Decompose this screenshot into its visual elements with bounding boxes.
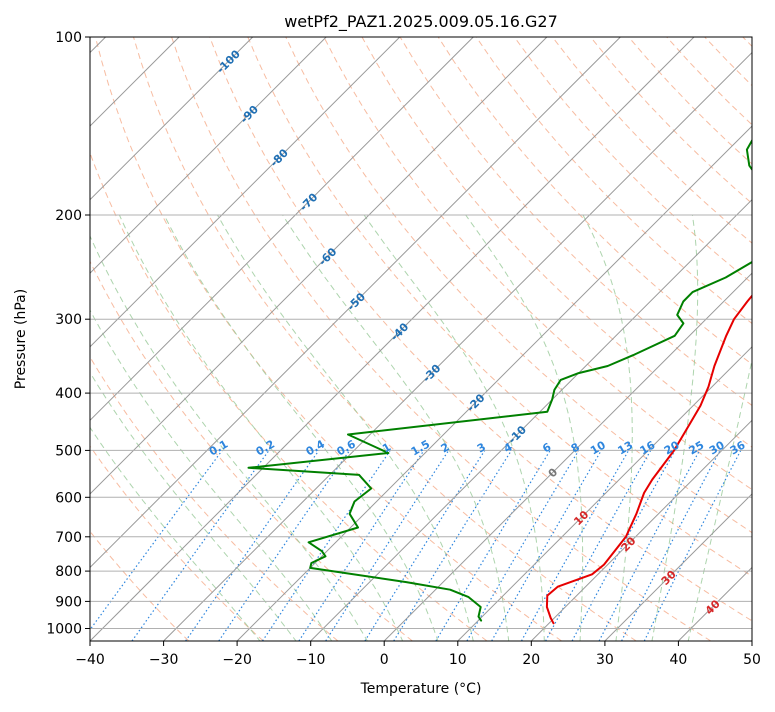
x-tick-label: 30: [596, 652, 614, 668]
y-tick-label: 500: [55, 443, 82, 459]
x-tick-label: 10: [449, 652, 467, 668]
x-axis-label: Temperature (°C): [360, 681, 482, 697]
x-tick-label: 50: [743, 652, 761, 668]
chart-title: wetPf2_PAZ1.2025.009.05.16.G27: [284, 12, 558, 32]
y-tick-label: 100: [55, 30, 82, 46]
x-tick-label: 20: [522, 652, 540, 668]
y-tick-label: 800: [55, 564, 82, 580]
x-tick-label: 0: [380, 652, 389, 668]
y-tick-label: 400: [55, 386, 82, 402]
y-tick-label: 700: [55, 530, 82, 546]
x-tick-label: 40: [669, 652, 687, 668]
y-axis-label: Pressure (hPa): [13, 289, 29, 389]
x-tick-label: −40: [75, 652, 105, 668]
y-tick-label: 600: [55, 490, 82, 506]
y-tick-label: 900: [55, 594, 82, 610]
x-tick-label: −30: [149, 652, 179, 668]
x-tick-label: −10: [296, 652, 326, 668]
x-tick-label: −20: [222, 652, 252, 668]
y-tick-label: 200: [55, 208, 82, 224]
y-tick-label: 300: [55, 312, 82, 328]
y-tick-label: 1000: [46, 622, 82, 638]
